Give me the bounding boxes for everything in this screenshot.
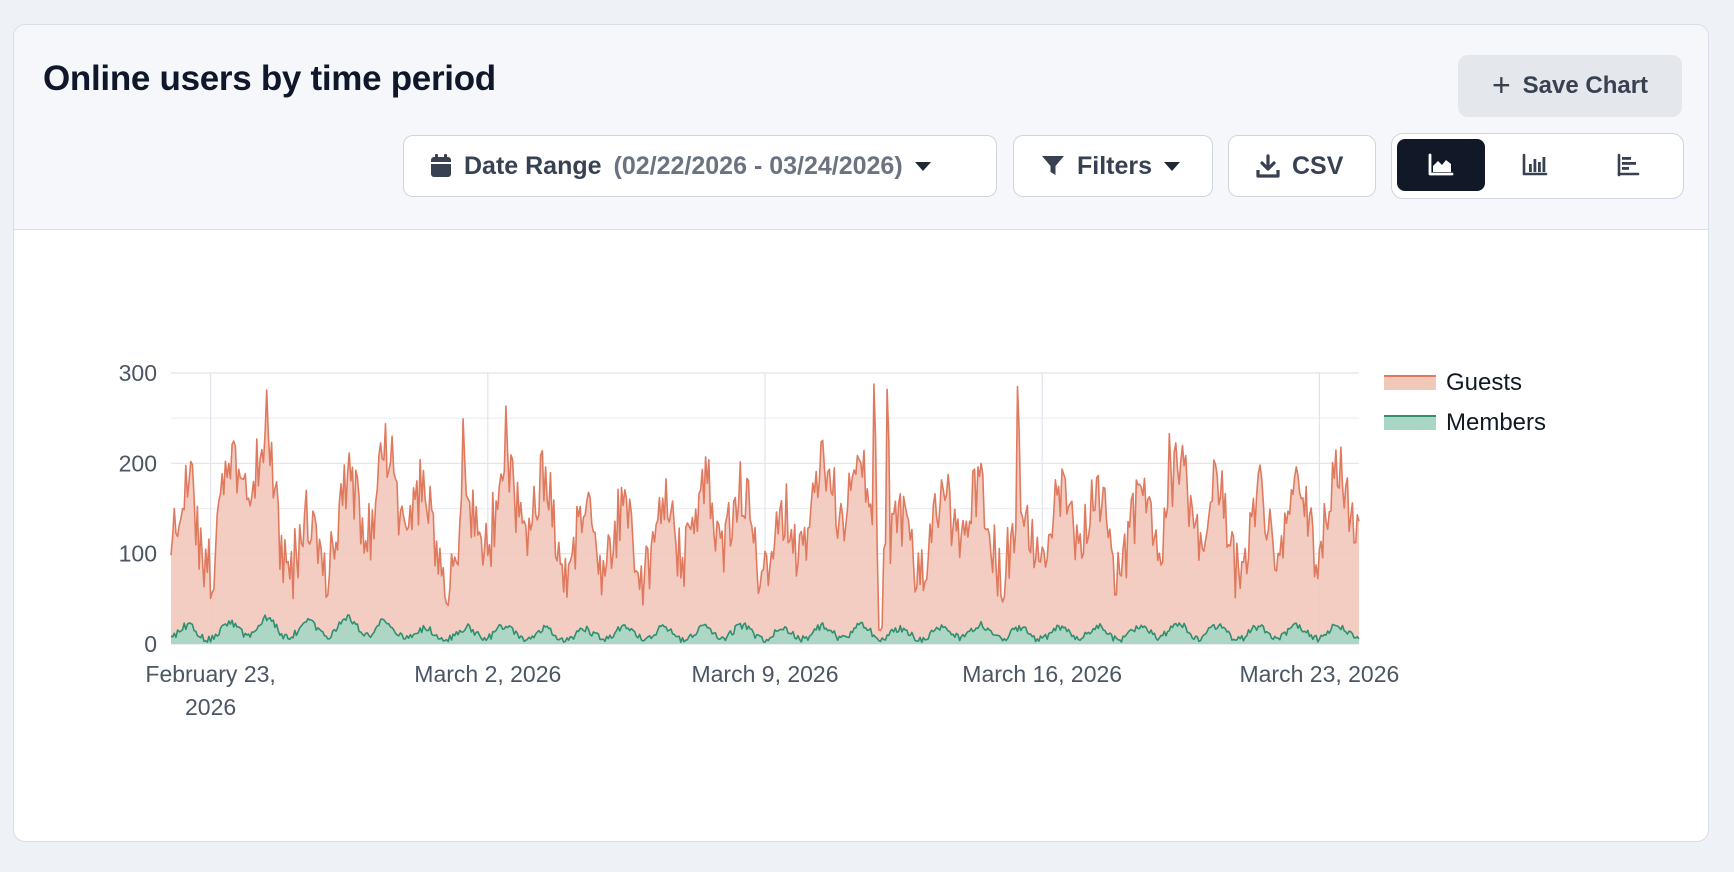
legend-swatch-members	[1384, 415, 1436, 430]
download-icon	[1256, 154, 1280, 178]
filter-icon	[1042, 156, 1064, 175]
date-range-value: (02/22/2026 - 03/24/2026)	[613, 151, 903, 180]
x-tick-label: March 16, 2026	[962, 661, 1122, 687]
y-tick-label: 200	[119, 450, 157, 476]
series-members-area	[171, 615, 1359, 644]
series-members-line	[170, 614, 1360, 643]
y-tick-label: 300	[119, 360, 157, 386]
chart-card: Online users by time period + Save Chart…	[13, 24, 1709, 842]
online-users-chart: 0 100 200 300 February 23, 2026 March 2, 2026 M…	[119, 360, 1546, 720]
x-tick-label: March 2, 2026	[414, 661, 561, 687]
x-tick-label: March 9, 2026	[691, 661, 838, 687]
horizontal-bar-icon	[1617, 153, 1640, 177]
save-chart-label: Save Chart	[1522, 72, 1649, 99]
bar-chart-icon	[1522, 153, 1548, 176]
csv-label: CSV	[1292, 151, 1344, 180]
legend-label-guests: Guests	[1446, 369, 1522, 396]
legend-label-members: Members	[1446, 409, 1546, 436]
x-tick-label: February 23, 2026	[145, 661, 275, 720]
chart-type-toggle	[1391, 133, 1684, 199]
date-range-dropdown[interactable]: Date Range (02/22/2026 - 03/24/2026)	[403, 135, 997, 197]
x-tick-label: March 23, 2026	[1239, 661, 1399, 687]
y-tick-label: 0	[144, 631, 157, 657]
card-header: Online users by time period + Save Chart…	[14, 25, 1708, 230]
filters-dropdown[interactable]: Filters	[1013, 135, 1213, 197]
filters-label: Filters	[1077, 151, 1153, 180]
legend-swatch-guests	[1384, 375, 1436, 390]
bar-chart-view-button[interactable]	[1491, 139, 1579, 191]
y-tick-label: 100	[119, 541, 157, 567]
csv-download-button[interactable]: CSV	[1228, 135, 1376, 197]
area-chart-view-button[interactable]	[1397, 139, 1485, 191]
series-guests-area	[171, 384, 1359, 644]
chevron-down-icon	[1164, 161, 1181, 171]
date-range-label: Date Range	[464, 151, 602, 180]
horizontal-bar-view-button[interactable]	[1585, 139, 1673, 191]
area-chart-icon	[1428, 153, 1454, 176]
chevron-down-icon	[914, 161, 931, 171]
calendar-icon	[431, 154, 451, 177]
save-chart-button[interactable]: + Save Chart	[1458, 55, 1682, 117]
plus-icon: +	[1491, 66, 1511, 103]
page-title: Online users by time period	[43, 59, 496, 98]
series-guests-line	[170, 383, 1360, 632]
